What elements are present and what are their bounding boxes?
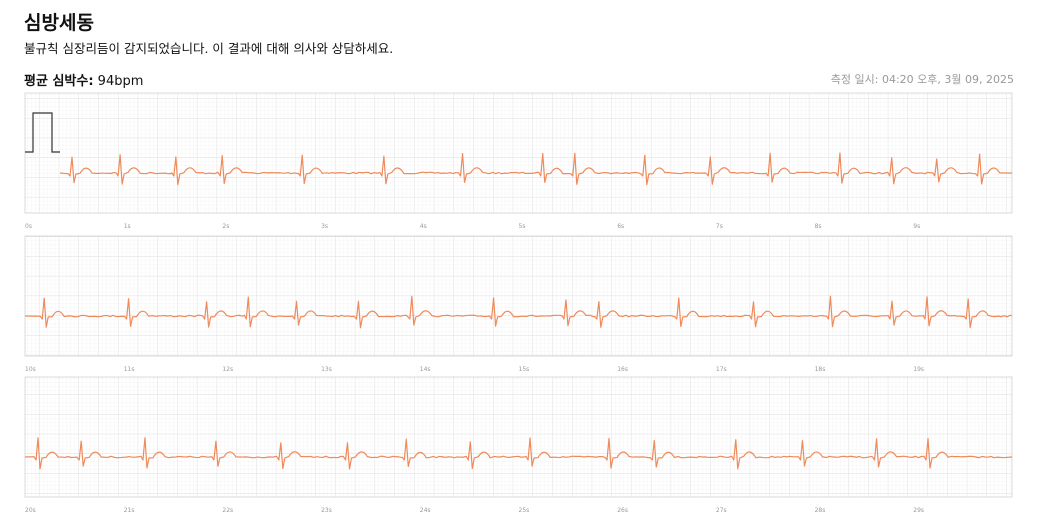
time-label: 17s bbox=[716, 366, 727, 373]
time-label: 20s bbox=[25, 507, 36, 514]
time-label: 16s bbox=[617, 366, 628, 373]
time-label: 9s bbox=[913, 223, 920, 230]
ecg-trace bbox=[24, 295, 1013, 329]
ecg-trace bbox=[59, 152, 1013, 186]
ecg-trace bbox=[24, 437, 1013, 470]
time-label: 29s bbox=[913, 507, 924, 514]
timestamp: 측정 일시: 04:20 오후, 3월 09, 2025 bbox=[830, 73, 1014, 86]
time-label: 4s bbox=[420, 223, 427, 230]
grid bbox=[24, 92, 1013, 214]
time-label: 13s bbox=[321, 366, 332, 373]
title: 심방세동 bbox=[24, 12, 94, 34]
time-label: 28s bbox=[815, 507, 826, 514]
time-label: 18s bbox=[815, 366, 826, 373]
heart-rate-value: 94bpm bbox=[97, 74, 144, 89]
time-label: 10s bbox=[25, 366, 36, 373]
time-label: 8s bbox=[815, 223, 822, 230]
time-label: 26s bbox=[617, 507, 628, 514]
time-label: 3s bbox=[321, 223, 328, 230]
time-label: 0s bbox=[25, 223, 32, 230]
time-label: 24s bbox=[420, 507, 431, 514]
time-label: 19s bbox=[913, 366, 924, 373]
grid bbox=[24, 235, 1013, 357]
heart-rate: 평균 심박수: 94bpm bbox=[24, 70, 143, 89]
heart-rate-label: 평균 심박수: bbox=[24, 74, 94, 89]
subtitle: 불규칙 심장리듬이 감지되었습니다. 이 결과에 대해 의사와 상담하세요. bbox=[24, 41, 394, 56]
time-label: 14s bbox=[420, 366, 431, 373]
time-label: 7s bbox=[716, 223, 723, 230]
time-label: 22s bbox=[222, 507, 233, 514]
time-label: 1s bbox=[124, 223, 131, 230]
calibration-pulse bbox=[25, 112, 60, 153]
time-label: 15s bbox=[519, 366, 530, 373]
time-label: 12s bbox=[222, 366, 233, 373]
time-label: 5s bbox=[519, 223, 526, 230]
time-label: 23s bbox=[321, 507, 332, 514]
time-label: 6s bbox=[617, 223, 624, 230]
time-label: 27s bbox=[716, 507, 727, 514]
grid bbox=[24, 376, 1013, 498]
time-label: 11s bbox=[124, 366, 135, 373]
time-label: 2s bbox=[222, 223, 229, 230]
time-label: 25s bbox=[519, 507, 530, 514]
time-label: 21s bbox=[124, 507, 135, 514]
